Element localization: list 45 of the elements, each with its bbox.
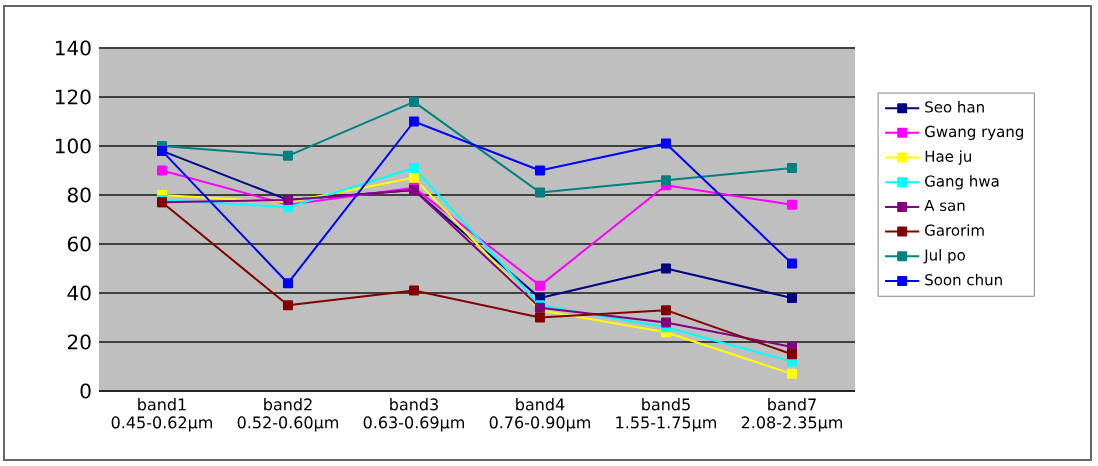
legend-label: Gang hwa (925, 175, 999, 190)
y-tick-label: 120 (55, 89, 91, 105)
y-tick-label: 0 (80, 383, 91, 399)
point (787, 163, 797, 174)
point (661, 305, 671, 316)
point (283, 278, 293, 289)
point (661, 263, 671, 274)
point (787, 199, 797, 210)
point (409, 96, 419, 107)
legend-label: Garorim (925, 224, 984, 236)
x-tick-label: band4 0.76-0.90μm (489, 398, 590, 432)
y-tick-label: 100 (55, 138, 91, 154)
point (534, 165, 545, 176)
x-tick-label: band7 2.08-2.35μm (741, 398, 842, 432)
legend-label: Gwang ryang (925, 125, 1023, 141)
point (409, 163, 419, 174)
y-tick-label: 20 (67, 334, 91, 350)
point (787, 349, 797, 360)
point (534, 280, 545, 291)
y-tick-label: 40 (67, 285, 91, 301)
x-tick-label: band5 1.55-1.75μm (616, 398, 716, 432)
point (661, 138, 671, 149)
legend-label: Soon chun (925, 273, 1002, 286)
y-tick-label: 80 (67, 187, 91, 203)
point (534, 187, 545, 198)
point (661, 317, 671, 328)
y-tick-label: 140 (55, 40, 91, 56)
point (661, 175, 671, 186)
point (283, 150, 293, 161)
point (409, 172, 419, 183)
point (409, 285, 419, 296)
legend-label: Hae ju (925, 150, 971, 165)
y-tick-label: 60 (67, 236, 91, 252)
legend-label: Jul po (923, 249, 965, 264)
legend-label: Seo han (925, 101, 984, 113)
point (787, 368, 797, 379)
point (787, 292, 797, 303)
point (787, 258, 797, 269)
point (157, 165, 167, 176)
legend-label: A san (924, 199, 965, 212)
point (283, 300, 293, 311)
x-tick-label: band2 0.52-0.60μm (237, 398, 338, 432)
point (409, 116, 419, 127)
x-tick-label: band1 0.45-0.62μm (111, 398, 212, 432)
x-tick-label: band3 0.63-0.69μm (363, 398, 464, 432)
